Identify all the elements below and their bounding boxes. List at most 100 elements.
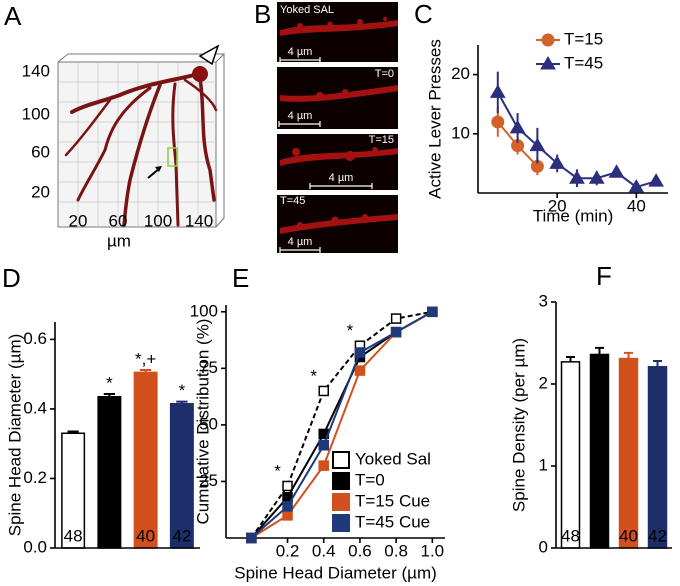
n-label: 42	[172, 526, 191, 545]
y-tick-label: 10	[451, 123, 470, 142]
error-bar	[566, 355, 575, 362]
legend-label: Yoked Sal	[355, 449, 431, 468]
legend-label: T=45 Cue	[355, 512, 430, 531]
a-y-tick-label: 60	[31, 142, 50, 161]
b-image-label: T=0	[375, 68, 394, 80]
marker	[588, 170, 605, 184]
y-tick-label: 75	[199, 358, 218, 377]
y-axis-label: Spine Density (per µm)	[509, 338, 528, 512]
panel-letter: E	[232, 263, 249, 293]
legend-swatch	[332, 451, 350, 469]
n-label: 40	[619, 526, 638, 545]
marker	[569, 170, 585, 184]
panel-b-images	[277, 2, 398, 253]
error-bar	[624, 351, 633, 359]
a-y-tick-label: 140	[22, 61, 50, 80]
marker	[390, 326, 402, 338]
legend-swatch	[332, 493, 350, 511]
marker	[549, 155, 566, 169]
marker	[529, 137, 546, 152]
marker	[427, 306, 438, 318]
y-tick-label: 1	[539, 455, 548, 474]
a-y-tick-label: 100	[22, 104, 50, 123]
marker	[318, 385, 329, 397]
a-x-tick-label: 140	[185, 211, 213, 230]
b-image-label: T=45	[280, 195, 305, 207]
marker	[628, 179, 645, 193]
marker	[318, 440, 329, 451]
marker	[509, 119, 526, 134]
marker	[608, 164, 625, 178]
annotation: *	[179, 381, 186, 400]
x-tick-label: 0.2	[276, 541, 300, 560]
x-tick-label: 40	[627, 196, 646, 215]
marker	[491, 115, 505, 129]
marker	[282, 501, 293, 512]
panel-a-image	[57, 44, 226, 228]
y-tick-label: 0.2	[23, 468, 47, 487]
panel-letter: D	[2, 263, 21, 293]
a-y-tick-label: 20	[31, 182, 50, 201]
error-bar	[653, 360, 662, 367]
n-label: 48	[561, 526, 580, 545]
b-scale-label: 4 µm	[288, 236, 313, 248]
y-tick-label: 0.4	[23, 398, 47, 417]
panel-letter: B	[254, 0, 271, 29]
x-tick-label: 1.0	[421, 541, 445, 560]
error-bar	[595, 346, 604, 355]
legend-swatch	[332, 472, 350, 490]
n-label: 48	[64, 526, 83, 545]
marker	[282, 480, 293, 492]
legend-marker	[541, 33, 555, 47]
annotation: *	[106, 373, 113, 392]
bar	[589, 353, 610, 549]
y-tick-label: 2	[539, 373, 548, 392]
x-tick-label: 20	[548, 196, 567, 215]
b-scale-label: 4 µm	[288, 46, 313, 58]
y-axis-label: Cumulative Distribution (%)	[193, 319, 212, 525]
a-x-tick-label: 20	[69, 211, 88, 230]
bar	[647, 366, 668, 549]
marker	[489, 84, 506, 98]
n-label: 42	[590, 526, 609, 545]
marker	[354, 365, 366, 376]
x-tick-label: 0.6	[348, 541, 372, 560]
legend-label: T=0	[355, 470, 385, 489]
panel-letter: A	[4, 1, 22, 31]
b-scale-label: 4 µm	[288, 110, 313, 122]
y-tick-label: 25	[199, 471, 218, 490]
bar	[97, 396, 122, 549]
x-axis-label: Spine Head Diameter (µm)	[234, 563, 437, 582]
legend-marker	[540, 56, 556, 70]
legend-swatch	[332, 514, 350, 532]
y-tick-label: 20	[451, 64, 470, 83]
annotation: *	[347, 321, 354, 340]
marker	[318, 460, 329, 471]
b-image-label: Yoked SAL	[280, 4, 334, 16]
annotation: *,+	[135, 349, 156, 368]
y-tick-label: 0.6	[23, 329, 47, 348]
bar	[133, 371, 158, 549]
n-label: 40	[136, 526, 155, 545]
y-tick-label: 0.0	[23, 537, 47, 556]
panel-letter: F	[596, 261, 612, 291]
n-label: 42	[648, 526, 667, 545]
y-tick-label: 50	[199, 414, 218, 433]
series-line	[250, 310, 433, 539]
y-axis-label: Spine Head Diameter (µm)	[5, 334, 24, 537]
y-axis-label: Active Lever Presses	[425, 39, 444, 199]
y-tick-label: 0	[539, 537, 548, 556]
legend-label: T=15	[564, 29, 603, 48]
b-image-label: T=15	[369, 134, 394, 146]
x-axis-label: Time (min)	[533, 206, 614, 225]
bar	[560, 361, 581, 549]
marker	[648, 173, 664, 187]
a-x-tick-label: 100	[144, 211, 172, 230]
marker	[390, 313, 402, 324]
n-label: 42	[100, 526, 119, 545]
annotation: *	[310, 366, 317, 385]
a-x-tick-label: 60	[109, 211, 128, 230]
legend-label: T=15 Cue	[355, 491, 430, 510]
y-tick-label: 100	[190, 301, 218, 320]
